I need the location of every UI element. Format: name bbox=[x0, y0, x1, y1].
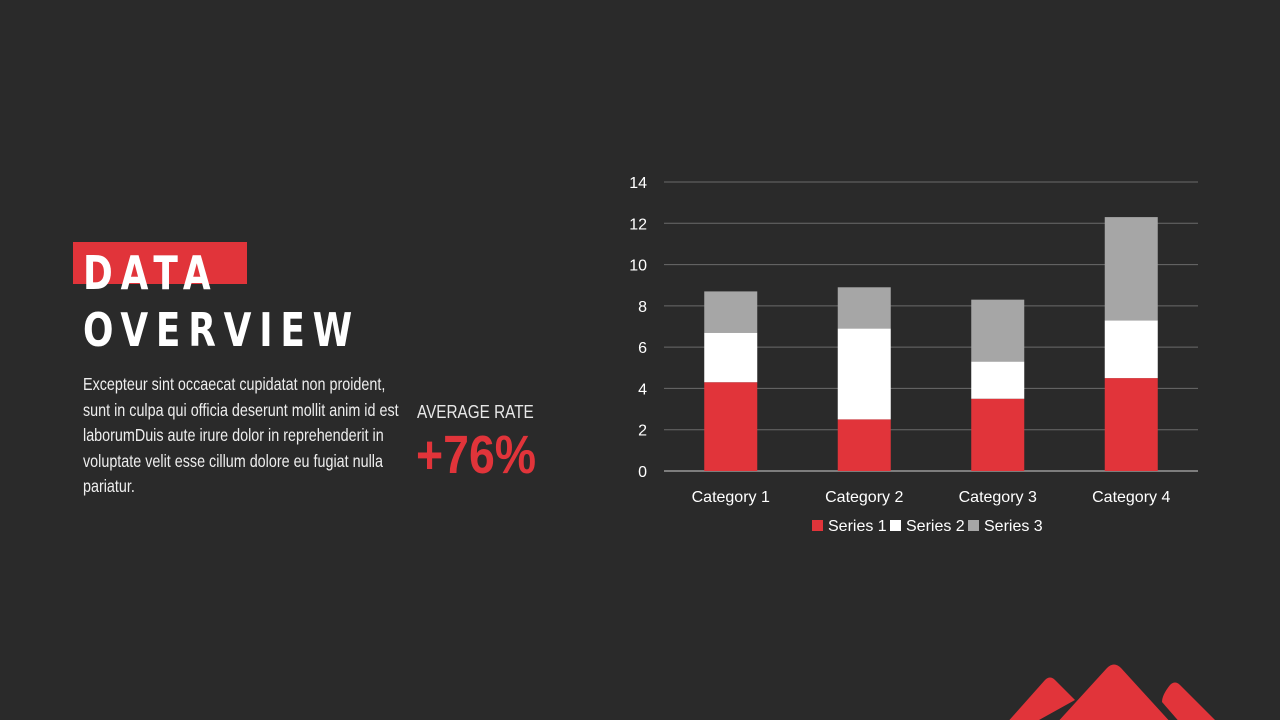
average-rate-label: AVERAGE RATE bbox=[417, 402, 534, 422]
body-paragraph: Excepteur sint occaecat cupidatat non pr… bbox=[83, 374, 399, 496]
bar-1-2 bbox=[837, 419, 891, 471]
title-accent-bar bbox=[73, 242, 247, 284]
bar-2-3 bbox=[971, 361, 1025, 399]
legend-label: Series 2 bbox=[906, 518, 965, 535]
legend-label: Series 3 bbox=[984, 518, 1043, 535]
x-tick-label: Category 1 bbox=[692, 489, 770, 506]
bar-3-2 bbox=[837, 287, 891, 329]
bar-1-4 bbox=[1104, 378, 1158, 471]
y-tick-label: 12 bbox=[629, 216, 647, 233]
stacked-bar-chart: 0 2 4 6 8 10 12 14 Category 1 Category 2 Category … bbox=[629, 175, 1198, 535]
bar-2-4 bbox=[1104, 320, 1158, 379]
x-tick-label: Category 2 bbox=[825, 489, 903, 506]
y-tick-label: 4 bbox=[638, 381, 647, 398]
title-line-2: OVERVIEW bbox=[83, 303, 361, 357]
legend-swatch bbox=[812, 520, 823, 531]
bar-2-1 bbox=[704, 332, 758, 383]
y-tick-label: 6 bbox=[638, 340, 647, 357]
legend-swatch bbox=[968, 520, 979, 531]
bar-3-1 bbox=[704, 291, 758, 333]
y-tick-label: 10 bbox=[629, 258, 647, 275]
bar-3-3 bbox=[971, 299, 1025, 362]
title-line-1: DATA bbox=[83, 246, 219, 300]
chevron-decoration bbox=[1009, 664, 1215, 720]
bar-2-2 bbox=[837, 328, 891, 420]
y-tick-label: 14 bbox=[629, 175, 647, 192]
x-tick-label: Category 3 bbox=[959, 489, 1037, 506]
x-tick-label: Category 4 bbox=[1092, 489, 1170, 506]
bar-1-1 bbox=[704, 382, 758, 471]
y-tick-label: 0 bbox=[638, 464, 647, 481]
bar-3-4 bbox=[1104, 217, 1158, 321]
y-tick-label: 2 bbox=[638, 423, 647, 440]
legend-swatch bbox=[890, 520, 901, 531]
bar-1-3 bbox=[971, 398, 1025, 471]
legend-label: Series 1 bbox=[828, 518, 887, 535]
y-tick-label: 8 bbox=[638, 299, 647, 316]
average-rate-value: +76% bbox=[416, 425, 537, 485]
